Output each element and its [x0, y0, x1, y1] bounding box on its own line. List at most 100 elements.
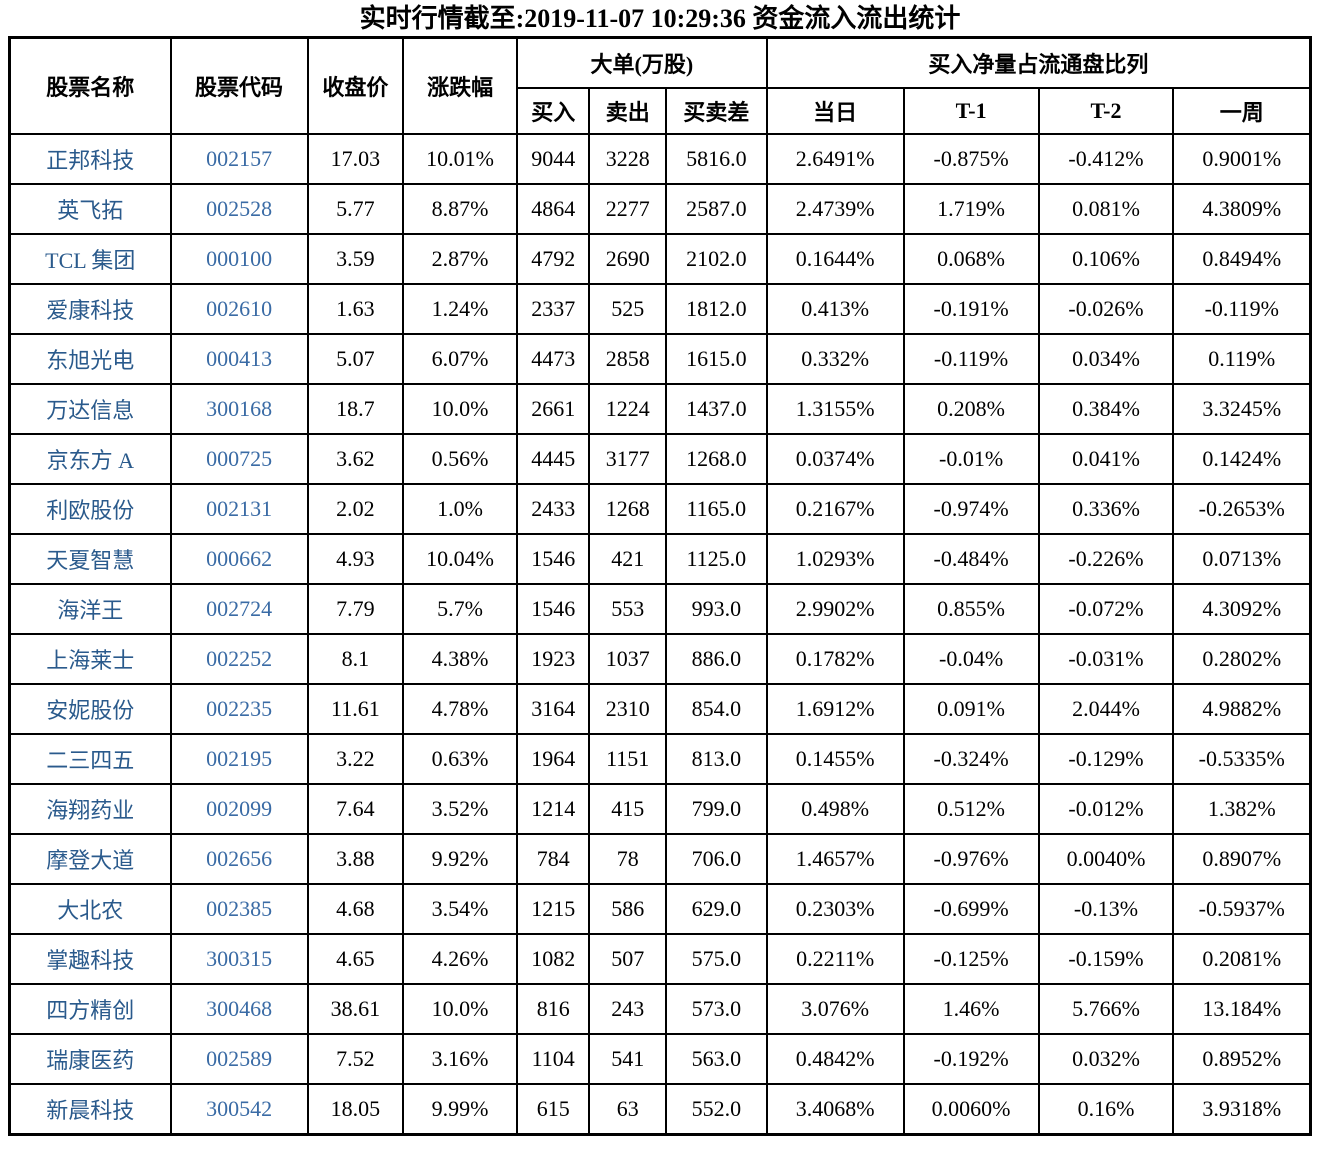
cell-close-price: 2.02	[306, 483, 405, 535]
cell-close-price: 4.65	[306, 933, 405, 985]
cell-buy-sell-diff: 2102.0	[664, 233, 768, 285]
cell-ratio-t1: -0.484%	[902, 533, 1040, 585]
cell-ratio-t2: -0.031%	[1037, 633, 1175, 685]
cell-stock-name: 天夏智慧	[8, 533, 172, 585]
cell-change-pct: 1.24%	[402, 283, 518, 335]
cell-change-pct: 4.38%	[402, 633, 518, 685]
cell-stock-code: 000662	[169, 533, 309, 585]
cell-stock-code: 000413	[169, 333, 309, 385]
table-row: 正邦科技 002157 17.03 10.01% 9044 3228 5816.0 2.649…	[8, 133, 1312, 185]
cell-stock-code: 002157	[169, 133, 309, 185]
cell-ratio-today: 0.498%	[765, 783, 905, 835]
cell-ratio-t2: 5.766%	[1037, 983, 1175, 1035]
cell-sell-volume: 507	[588, 933, 667, 985]
cell-stock-code: 300542	[169, 1083, 309, 1136]
cell-close-price: 38.61	[306, 983, 405, 1035]
table-row: 摩登大道 002656 3.88 9.92% 784 78 706.0 1.4657% -0.9…	[8, 833, 1312, 885]
cell-ratio-week: 4.3809%	[1172, 183, 1312, 235]
table-header: 股票名称 股票代码 收盘价 涨跌幅 大单(万股) 买入净量占流通盘比列 买入 卖…	[8, 36, 1312, 135]
cell-buy-volume: 1082	[515, 933, 591, 985]
cell-sell-volume: 78	[588, 833, 667, 885]
cell-stock-name: 京东方 A	[8, 433, 172, 485]
cell-buy-volume: 1964	[515, 733, 591, 785]
cell-buy-sell-diff: 1615.0	[664, 333, 768, 385]
cell-buy-sell-diff: 575.0	[664, 933, 768, 985]
cell-stock-name: 新晨科技	[8, 1083, 172, 1136]
cell-ratio-t2: -0.026%	[1037, 283, 1175, 335]
cell-sell-volume: 553	[588, 583, 667, 635]
cell-sell-volume: 2310	[588, 683, 667, 735]
cell-ratio-week: 0.1424%	[1172, 433, 1312, 485]
cell-ratio-t2: 0.106%	[1037, 233, 1175, 285]
cell-ratio-week: 0.0713%	[1172, 533, 1312, 585]
cell-ratio-t1: -0.191%	[902, 283, 1040, 335]
cell-stock-code: 002724	[169, 583, 309, 635]
cell-stock-name: 摩登大道	[8, 833, 172, 885]
cell-stock-code: 002252	[169, 633, 309, 685]
cell-ratio-t2: -0.012%	[1037, 783, 1175, 835]
cell-ratio-t2: -0.412%	[1037, 133, 1175, 185]
cell-ratio-week: 0.8952%	[1172, 1033, 1312, 1085]
cell-ratio-t2: 0.336%	[1037, 483, 1175, 535]
cell-ratio-t2: -0.129%	[1037, 733, 1175, 785]
cell-stock-code: 002610	[169, 283, 309, 335]
cell-ratio-t2: 0.0040%	[1037, 833, 1175, 885]
cell-stock-name: 爱康科技	[8, 283, 172, 335]
cell-close-price: 3.62	[306, 433, 405, 485]
cell-buy-sell-diff: 813.0	[664, 733, 768, 785]
cell-buy-sell-diff: 1268.0	[664, 433, 768, 485]
col-header-t2: T-2	[1037, 87, 1175, 135]
cell-buy-volume: 9044	[515, 133, 591, 185]
cell-close-price: 1.63	[306, 283, 405, 335]
cell-ratio-week: -0.2653%	[1172, 483, 1312, 535]
cell-buy-volume: 1546	[515, 533, 591, 585]
cell-close-price: 7.64	[306, 783, 405, 835]
cell-buy-sell-diff: 552.0	[664, 1083, 768, 1136]
cell-ratio-today: 0.4842%	[765, 1033, 905, 1085]
cell-stock-name: 海洋王	[8, 583, 172, 635]
cell-stock-code: 002656	[169, 833, 309, 885]
cell-ratio-t1: 0.208%	[902, 383, 1040, 435]
cell-stock-code: 002528	[169, 183, 309, 235]
cell-ratio-t2: 0.034%	[1037, 333, 1175, 385]
cell-ratio-t2: 0.16%	[1037, 1083, 1175, 1136]
cell-ratio-t1: 0.0060%	[902, 1083, 1040, 1136]
cell-close-price: 5.77	[306, 183, 405, 235]
cell-ratio-t2: -0.159%	[1037, 933, 1175, 985]
cell-close-price: 7.52	[306, 1033, 405, 1085]
cell-sell-volume: 2690	[588, 233, 667, 285]
cell-ratio-week: 0.8494%	[1172, 233, 1312, 285]
cell-buy-sell-diff: 886.0	[664, 633, 768, 685]
cell-stock-code: 002589	[169, 1033, 309, 1085]
cell-buy-volume: 4864	[515, 183, 591, 235]
cell-ratio-t2: 2.044%	[1037, 683, 1175, 735]
cell-ratio-week: 3.9318%	[1172, 1083, 1312, 1136]
table-row: 海翔药业 002099 7.64 3.52% 1214 415 799.0 0.498% 0.5…	[8, 783, 1312, 835]
cell-ratio-t2: -0.226%	[1037, 533, 1175, 585]
cell-change-pct: 0.56%	[402, 433, 518, 485]
cell-sell-volume: 3228	[588, 133, 667, 185]
page-title: 实时行情截至:2019-11-07 10:29:36 资金流入流出统计	[359, 4, 961, 33]
cell-stock-name: 掌趣科技	[8, 933, 172, 985]
cell-close-price: 3.22	[306, 733, 405, 785]
cell-sell-volume: 421	[588, 533, 667, 585]
cell-buy-sell-diff: 993.0	[664, 583, 768, 635]
cell-ratio-t1: -0.119%	[902, 333, 1040, 385]
cell-ratio-today: 1.6912%	[765, 683, 905, 735]
cell-ratio-today: 3.076%	[765, 983, 905, 1035]
cell-buy-sell-diff: 629.0	[664, 883, 768, 935]
cell-ratio-t1: 0.855%	[902, 583, 1040, 635]
cell-ratio-t1: -0.192%	[902, 1033, 1040, 1085]
cell-ratio-t1: -0.875%	[902, 133, 1040, 185]
cell-ratio-today: 0.1455%	[765, 733, 905, 785]
cell-stock-name: 东旭光电	[8, 333, 172, 385]
cell-ratio-week: 0.2081%	[1172, 933, 1312, 985]
cell-stock-code: 002099	[169, 783, 309, 835]
cell-stock-name: 二三四五	[8, 733, 172, 785]
cell-close-price: 11.61	[306, 683, 405, 735]
table-row: 京东方 A 000725 3.62 0.56% 4445 3177 1268.0 0.0374…	[8, 433, 1312, 485]
cell-close-price: 4.93	[306, 533, 405, 585]
cell-sell-volume: 63	[588, 1083, 667, 1136]
cell-ratio-t1: 1.719%	[902, 183, 1040, 235]
